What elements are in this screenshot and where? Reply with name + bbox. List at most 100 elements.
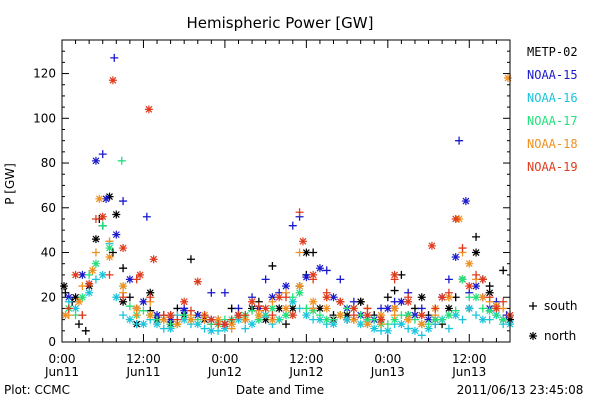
point-metp-02-north — [288, 304, 297, 313]
point-metp-02-north — [261, 315, 270, 324]
point-noaa-19-north — [288, 311, 297, 320]
y-tick-label: 20 — [41, 290, 56, 304]
point-noaa-16-north — [234, 315, 243, 324]
point-noaa-15-north — [302, 273, 311, 282]
point-noaa-19-south — [282, 293, 290, 302]
legend-entry-noaa-15: NOAA-15 — [527, 68, 578, 82]
point-noaa-15-south — [288, 221, 297, 230]
point-noaa-18-north — [417, 320, 426, 329]
point-noaa-19-north — [309, 270, 318, 279]
point-noaa-18-south — [390, 311, 399, 320]
point-noaa-19-north — [119, 244, 128, 253]
legend-marker-star — [529, 332, 537, 340]
point-noaa-19-south — [349, 311, 358, 320]
point-noaa-18-north — [173, 320, 182, 329]
point-noaa-15-north — [193, 311, 202, 320]
y-tick-label: 60 — [41, 201, 56, 215]
point-noaa-18-north — [282, 304, 290, 313]
point-noaa-17-north — [254, 315, 263, 324]
point-noaa-19-north — [149, 255, 158, 264]
legend-marker-label-south: south — [544, 299, 578, 313]
point-noaa-18-north — [404, 315, 413, 324]
point-noaa-16-south — [377, 326, 386, 335]
point-noaa-15-south — [390, 297, 399, 306]
point-noaa-18-north — [159, 315, 168, 324]
point-noaa-17-north — [485, 306, 494, 315]
point-noaa-15-south — [417, 304, 426, 313]
point-noaa-16-north — [166, 324, 175, 333]
point-noaa-19-north — [234, 311, 243, 320]
point-noaa-18-south — [309, 304, 318, 313]
point-metp-02-south — [74, 320, 83, 329]
point-metp-02-south — [383, 293, 392, 302]
point-noaa-15-north — [166, 315, 175, 324]
point-metp-02-north — [112, 210, 121, 219]
point-noaa-16-south — [309, 315, 318, 324]
x-axis-label: Date and Time — [236, 383, 324, 397]
point-noaa-17-south — [329, 315, 338, 324]
point-noaa-17-south — [451, 306, 460, 315]
point-noaa-17-south — [315, 311, 324, 320]
point-noaa-18-north — [465, 259, 474, 268]
point-metp-02-south — [61, 288, 70, 297]
point-noaa-16-south — [404, 324, 413, 333]
point-noaa-18-north — [254, 311, 263, 320]
legend-entry-noaa-19: NOAA-19 — [527, 160, 578, 174]
point-noaa-16-north — [410, 326, 419, 335]
point-noaa-15-south — [377, 304, 386, 313]
point-noaa-16-north — [356, 320, 365, 329]
point-noaa-19-north — [492, 304, 501, 313]
point-noaa-18-north — [88, 266, 97, 275]
point-noaa-19-south — [363, 304, 372, 313]
point-noaa-17-north — [458, 275, 467, 284]
point-noaa-19-north — [193, 277, 202, 286]
point-noaa-17-south — [302, 304, 311, 313]
point-noaa-19-north — [180, 297, 189, 306]
x-axis: 0:00Jun1112:00Jun110:00Jun1212:00Jun120:… — [44, 40, 511, 379]
point-noaa-18-north — [322, 304, 331, 313]
point-metp-02-south — [282, 320, 290, 329]
point-noaa-19-south — [444, 288, 453, 297]
point-noaa-18-north — [295, 282, 304, 291]
point-metp-02-south — [81, 326, 90, 335]
x-tick-time-label: 12:00 — [126, 352, 161, 366]
point-noaa-16-north — [343, 315, 352, 324]
point-noaa-19-north — [478, 275, 487, 284]
point-metp-02-south — [227, 304, 236, 313]
point-noaa-19-south — [472, 270, 481, 279]
point-noaa-17-south — [343, 304, 352, 313]
point-noaa-19-north — [438, 293, 447, 302]
point-metp-02-south — [309, 248, 318, 257]
point-noaa-16-south — [241, 324, 250, 333]
point-noaa-16-north — [153, 320, 162, 329]
y-axis: 0 20 40 60 80 100 120 — [33, 39, 510, 349]
point-noaa-15-north — [180, 306, 189, 315]
point-noaa-19-south — [268, 311, 277, 320]
point-noaa-17-south — [438, 315, 447, 324]
point-noaa-16-north — [193, 320, 202, 329]
point-noaa-18-north — [336, 311, 345, 320]
point-noaa-17-south — [356, 311, 365, 320]
point-noaa-18-north — [74, 297, 83, 306]
point-noaa-17-south — [478, 304, 487, 313]
point-noaa-19-south — [186, 306, 195, 315]
point-noaa-17-south — [492, 311, 501, 320]
point-noaa-17-south — [166, 320, 175, 329]
x-tick-time-label: 0:00 — [49, 352, 76, 366]
x-tick-time-label: 12:00 — [452, 352, 487, 366]
point-noaa-18-south — [431, 311, 440, 320]
point-noaa-15-north — [315, 264, 324, 273]
point-noaa-15-north — [461, 197, 470, 206]
point-noaa-17-south — [397, 311, 406, 320]
point-noaa-18-south — [105, 237, 114, 246]
point-noaa-17-north — [363, 315, 372, 324]
point-noaa-19-south — [241, 311, 250, 320]
point-noaa-18-south — [132, 311, 141, 320]
point-noaa-19-north — [298, 237, 307, 246]
point-noaa-19-south — [119, 293, 128, 302]
point-noaa-18-north — [186, 315, 195, 324]
point-noaa-19-south — [91, 214, 100, 223]
point-noaa-16-south — [444, 324, 453, 333]
point-noaa-17-south — [288, 293, 297, 302]
point-noaa-16-north — [220, 324, 229, 333]
